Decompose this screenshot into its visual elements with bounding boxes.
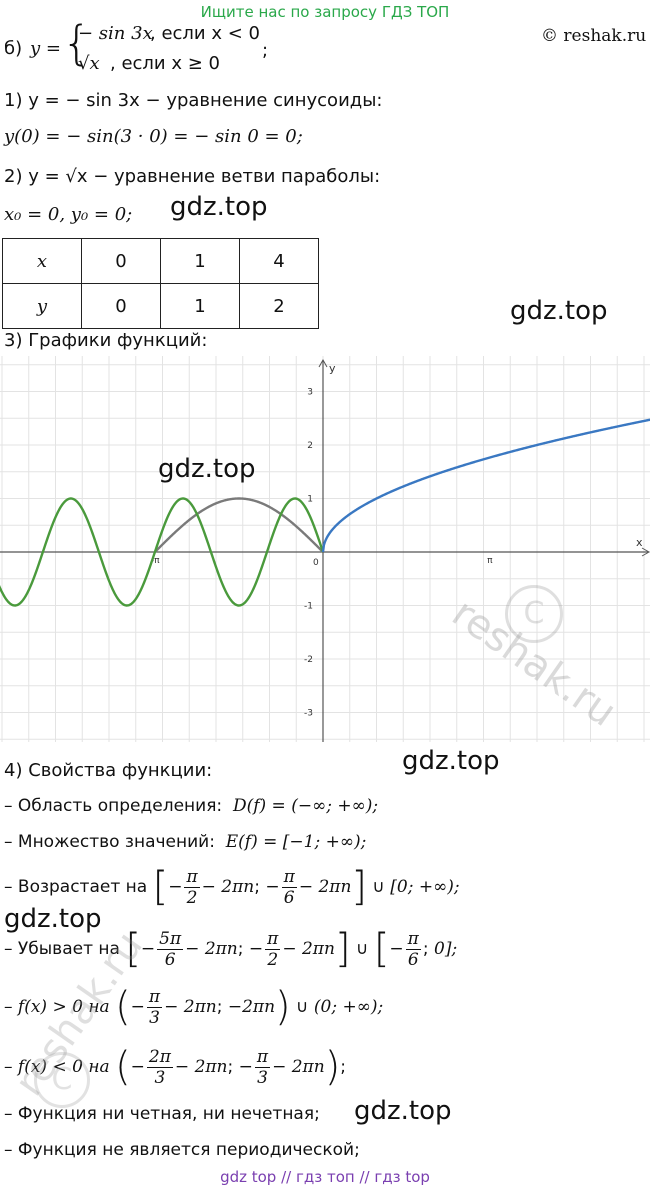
origin-label: 0: [313, 558, 319, 568]
prop-decr-label: – Убывает на: [4, 939, 120, 959]
table-cell: 0: [81, 283, 161, 329]
series-line: [0, 497, 325, 607]
step1-text: 1) y = − sin 3x − уравнение синусоиды:: [4, 90, 383, 111]
x-tick-label: π: [487, 556, 493, 566]
copyright-watermark-icon: C: [34, 1052, 90, 1108]
step4-text: 4) Свойства функции:: [4, 760, 213, 781]
vertex-text: x₀ = 0, y₀ = 0;: [4, 204, 133, 225]
table-cell: 1: [160, 238, 240, 284]
series-line: [321, 418, 650, 553]
y-tick-label: -3: [304, 709, 313, 719]
prop-parity: – Функция ни четная, ни нечетная;: [4, 1104, 320, 1124]
gdz-watermark: gdz.top: [170, 192, 268, 222]
y-axis-label: y: [329, 362, 336, 375]
footer-links: gdz top // гдз топ // гдз top: [220, 1168, 430, 1186]
table-cell: 2: [239, 283, 319, 329]
values-table: x 0 1 4 y 0 1 2: [2, 238, 319, 329]
prop-domain: – Область определения: D(f) = (−∞; +∞);: [4, 796, 378, 816]
part-label: б): [4, 38, 23, 59]
top-banner: Ищите нас по запросу ГДЗ ТОП: [200, 3, 450, 21]
y-tick-label: 1: [307, 495, 313, 505]
function-lhs: y =: [30, 38, 61, 59]
copyright-watermark-icon: C: [505, 585, 563, 643]
step1-calc: y(0) = − sin(3 · 0) = − sin 0 = 0;: [4, 126, 303, 147]
y-tick-label: 3: [307, 388, 313, 398]
x-axis-arrow: [641, 547, 650, 557]
x-axis-label: x: [636, 536, 643, 549]
case-trail: ;: [262, 40, 269, 61]
gdz-watermark: gdz.top: [402, 746, 500, 776]
gdz-watermark: gdz.top: [158, 454, 256, 484]
prop-incr-label: – Возрастает на: [4, 877, 148, 897]
fraction: 2π 3: [146, 1046, 173, 1088]
table-cell: y: [2, 283, 82, 329]
gdz-watermark: gdz.top: [354, 1096, 452, 1126]
y-tick-label: 2: [307, 441, 313, 451]
step3-text: 3) Графики функций:: [4, 330, 208, 351]
case1-condition: , если x < 0: [150, 23, 260, 44]
fraction: 5π 6: [157, 928, 184, 970]
case2-expr: √x: [78, 53, 100, 74]
case2-condition: , если x ≥ 0: [110, 53, 220, 74]
gdz-watermark: gdz.top: [510, 296, 608, 326]
y-axis-arrow: [318, 358, 328, 368]
series-line: [154, 497, 324, 553]
table-row: y 0 1 2: [2, 283, 319, 329]
step2-text: 2) y = √x − уравнение ветви параболы:: [4, 166, 381, 187]
piecewise-brace: {: [62, 16, 92, 70]
y-tick-label: -1: [304, 602, 313, 612]
x-tick-label: -π: [151, 556, 160, 566]
table-cell: 4: [239, 238, 319, 284]
table-row: x 0 1 4: [2, 238, 319, 284]
case1-expr: − sin 3x: [78, 23, 153, 44]
y-tick-label: -2: [304, 655, 313, 665]
prop-periodicity: – Функция не является периодической;: [4, 1140, 360, 1160]
table-cell: 1: [160, 283, 240, 329]
table-cell: 0: [81, 238, 161, 284]
gdz-watermark: gdz.top: [4, 904, 102, 934]
prop-domain-label: – Область определения:: [4, 796, 223, 816]
prop-domain-expr: D(f) = (−∞; +∞);: [232, 796, 379, 816]
copyright-label: © reshak.ru: [541, 26, 647, 46]
prop-range: – Множество значений: E(f) = [−1; +∞);: [4, 832, 366, 852]
prop-range-label: – Множество значений:: [4, 832, 215, 852]
table-cell: x: [2, 238, 82, 284]
prop-pos-label: – f(x) > 0 на: [4, 997, 110, 1017]
prop-range-expr: E(f) = [−1; +∞);: [225, 832, 367, 852]
